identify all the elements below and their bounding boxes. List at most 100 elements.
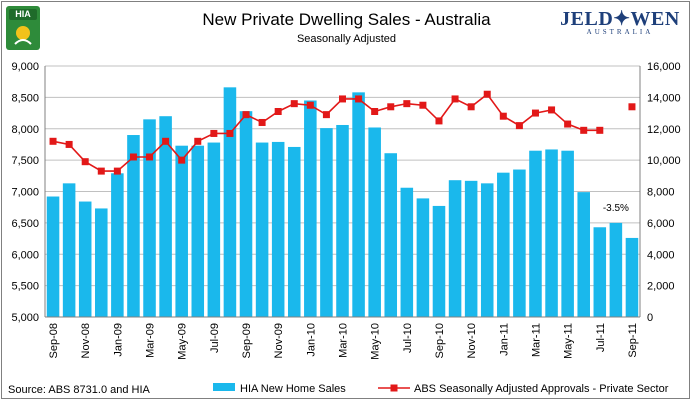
bar (320, 128, 333, 317)
bar (191, 145, 205, 317)
left-axis-tick-label: 8,500 (11, 92, 39, 104)
change-annotation: -3.5% (603, 203, 629, 214)
bar (416, 198, 430, 317)
x-axis-tick-label: Jan-10 (305, 323, 317, 357)
approvals-point (548, 106, 556, 114)
bar-series (46, 87, 639, 318)
approvals-point (564, 120, 572, 128)
x-axis-tick-label: Mar-11 (530, 323, 542, 357)
approvals-point (129, 153, 137, 161)
axes: 5,000 0 5,500 2,000 6,000 4,000 6,500 6,000 7,00… (11, 61, 680, 360)
right-axis-tick-label: 0 (647, 312, 653, 324)
approvals-point (499, 112, 507, 120)
approvals-point (49, 137, 57, 145)
approvals-point (242, 111, 250, 119)
chart-subtitle: Seasonally Adjusted (296, 33, 397, 45)
bar (529, 150, 542, 317)
legend-label-approvals: ABS Seasonally Adjusted Approvals - Priv… (414, 383, 669, 395)
approvals-point (97, 167, 105, 175)
bar (287, 146, 301, 317)
line-series (49, 90, 636, 175)
approvals-point (467, 103, 475, 111)
approvals-point (178, 156, 186, 164)
left-axis-tick-label: 5,500 (11, 281, 39, 293)
bar (46, 196, 60, 317)
x-axis-tick-label: Nov-08 (80, 323, 92, 358)
right-axis-tick-label: 10,000 (647, 155, 681, 167)
bar (95, 208, 108, 317)
approvals-point (371, 107, 379, 115)
bar (464, 180, 478, 317)
left-axis-tick-label: 6,500 (11, 218, 39, 230)
approvals-point (306, 101, 314, 109)
right-axis-tick-label: 6,000 (647, 218, 675, 230)
x-axis-tick-label: Sep-09 (241, 323, 253, 358)
approvals-point (65, 140, 73, 148)
x-axis-tick-label: May-11 (563, 323, 575, 359)
x-axis-tick-label: Mar-10 (338, 323, 350, 358)
left-axis-tick-label: 8,000 (11, 124, 39, 136)
bar (271, 141, 285, 317)
bar (207, 142, 221, 317)
x-axis-tick-label: May-10 (370, 323, 382, 360)
approvals-point (258, 118, 266, 126)
hia-logo-icon (6, 6, 40, 50)
x-axis-tick-label: Jul-11 (595, 323, 607, 352)
x-axis-tick-label: Sep-10 (434, 323, 446, 358)
approvals-point (451, 95, 459, 103)
approvals-point (113, 167, 121, 175)
approvals-point (274, 107, 282, 115)
left-axis-tick-label: 7,500 (11, 155, 39, 167)
right-axis-tick-label: 2,000 (647, 281, 675, 293)
approvals-point (81, 158, 89, 166)
approvals-point (419, 101, 427, 109)
legend-label-sales: HIA New Home Sales (240, 383, 346, 395)
approvals-point (483, 90, 491, 98)
right-axis-tick-label: 4,000 (647, 249, 675, 261)
right-axis-tick-label: 8,000 (647, 187, 675, 199)
bar (577, 192, 590, 317)
x-axis-tick-label: Jul-10 (402, 323, 414, 353)
brand-name: JELD✦WEN (560, 8, 680, 30)
bar (432, 205, 446, 317)
approvals-point (226, 129, 234, 137)
approvals-point (194, 137, 202, 145)
approvals-point (290, 100, 298, 108)
x-axis-tick-label: Nov-09 (273, 323, 285, 358)
bar (62, 183, 76, 317)
approvals-point (435, 117, 443, 125)
bar (609, 222, 623, 317)
bar (78, 201, 92, 317)
bar (497, 172, 510, 317)
bar (175, 145, 188, 317)
bar (384, 153, 398, 317)
approvals-point (355, 95, 363, 103)
bar (593, 227, 607, 317)
legend-swatch-sales (213, 383, 235, 391)
bar (513, 169, 526, 317)
bar (127, 135, 140, 317)
bar (159, 116, 172, 317)
approvals-point (515, 122, 523, 130)
source-note: Source: ABS 8731.0 and HIA (8, 384, 150, 396)
bar (368, 127, 381, 318)
bar (448, 180, 462, 317)
approvals-point (628, 103, 636, 111)
left-axis-tick-label: 5,000 (11, 312, 39, 324)
bar (143, 119, 156, 318)
hia-logo-text: HIA (15, 9, 31, 19)
approvals-point (531, 109, 539, 117)
legend: HIA New Home Sales ABS Seasonally Adjuste… (213, 383, 669, 395)
legend-marker-approvals (390, 384, 398, 392)
x-axis-tick-label: Jan-11 (498, 323, 510, 356)
bar (480, 183, 494, 317)
bar (304, 100, 317, 317)
bar (352, 92, 365, 317)
left-axis-tick-label: 7,000 (11, 187, 39, 199)
approvals-point (580, 126, 588, 134)
bar (111, 173, 124, 317)
x-axis-tick-label: Jan-09 (112, 323, 124, 357)
x-axis-tick-label: Jul-09 (209, 323, 221, 353)
approvals-point (162, 137, 170, 145)
